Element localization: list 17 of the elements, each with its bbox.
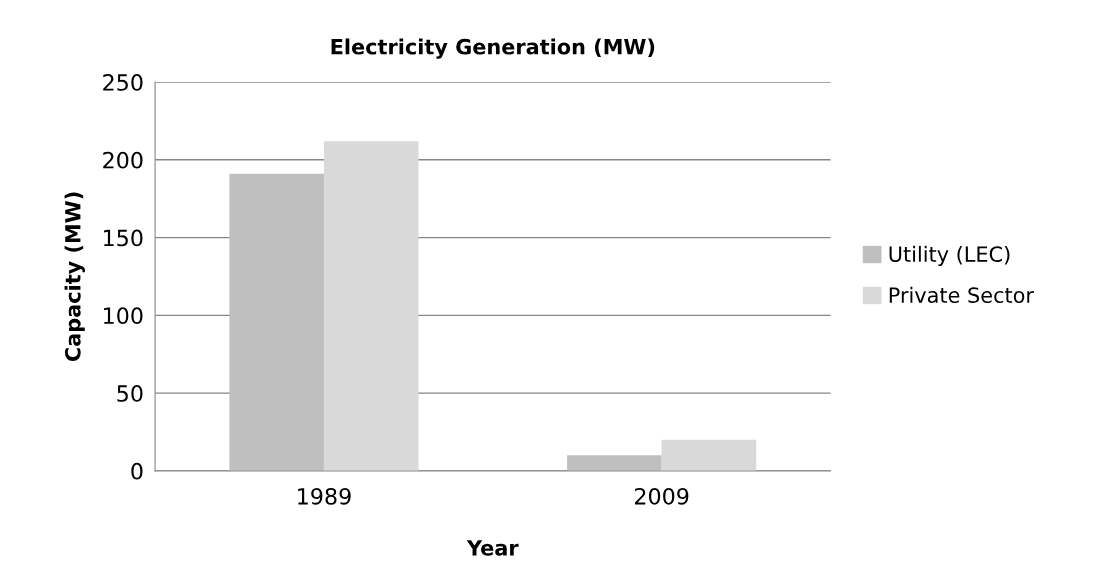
bar (661, 439, 757, 471)
chart-title: Electricity Generation (MW) (331, 38, 655, 59)
x-tick-label: 2009 (635, 487, 689, 505)
y-tick-label: 0 (131, 462, 143, 480)
y-tick-label: 100 (104, 307, 143, 325)
bar (229, 173, 324, 471)
legend-label: Private Sector (889, 286, 1034, 303)
bar (567, 455, 662, 471)
x-axis-title: Year (466, 540, 519, 556)
y-axis-title: Capacity (MW) (64, 192, 85, 362)
legend-label: Utility (LEC) (889, 245, 1010, 267)
y-tick-label: 250 (103, 74, 143, 91)
y-tick-label: 200 (103, 151, 143, 169)
bar (323, 141, 419, 471)
y-tick-label: 150 (104, 229, 143, 247)
x-tick-label: 1989 (298, 487, 351, 505)
y-tick-label: 50 (117, 385, 143, 402)
